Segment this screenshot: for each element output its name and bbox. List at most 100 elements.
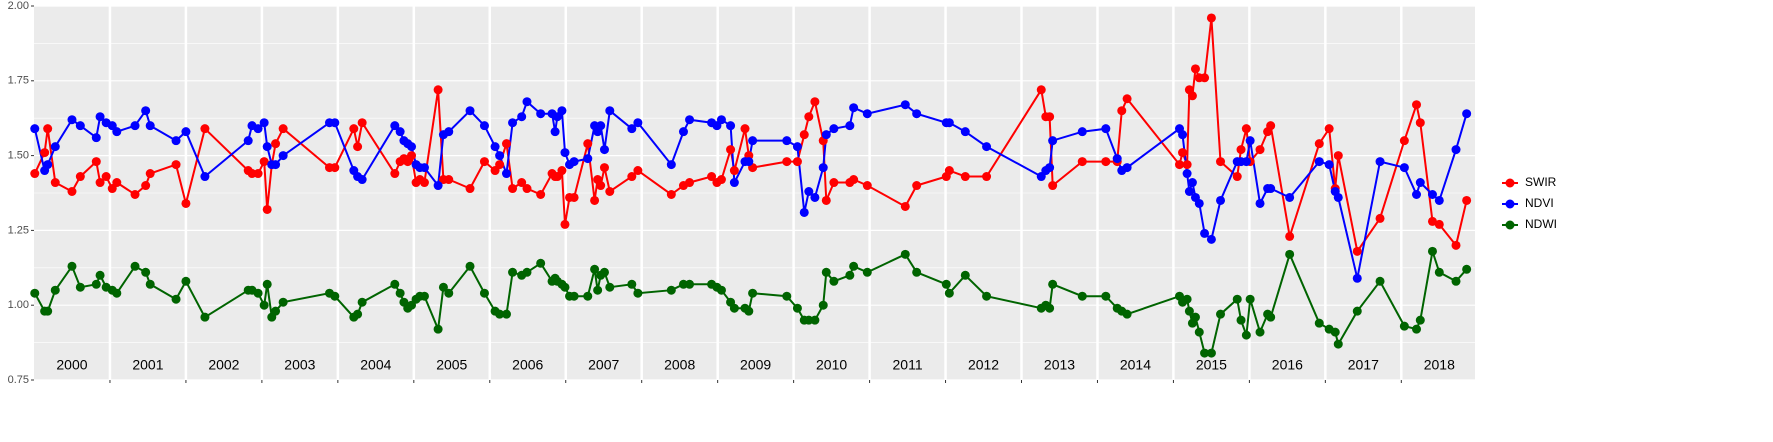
point <box>666 160 676 170</box>
point <box>792 142 802 152</box>
y-tick-label: 1.00 <box>8 299 29 311</box>
point <box>271 139 281 149</box>
point <box>1375 157 1385 167</box>
point <box>912 109 922 119</box>
point <box>390 169 400 179</box>
year-label: 2016 <box>1272 357 1303 373</box>
point <box>1200 228 1210 238</box>
point <box>941 279 951 289</box>
year-label: 2000 <box>56 357 87 373</box>
point <box>95 270 105 280</box>
year-label: 2010 <box>816 357 847 373</box>
point <box>685 279 695 289</box>
point <box>1255 327 1265 337</box>
point <box>1324 160 1334 170</box>
point <box>678 127 688 137</box>
point <box>501 139 511 149</box>
point <box>944 118 954 128</box>
point <box>91 279 101 289</box>
point <box>181 127 191 137</box>
point <box>1048 279 1058 289</box>
point <box>1352 246 1362 256</box>
point <box>557 166 567 176</box>
point <box>550 127 560 137</box>
point <box>1206 348 1216 358</box>
point <box>729 303 739 313</box>
point <box>583 154 593 164</box>
point <box>353 309 363 319</box>
point <box>1415 178 1425 188</box>
year-label: 2011 <box>893 357 923 373</box>
point <box>605 187 615 197</box>
point <box>845 121 855 131</box>
year-label: 2013 <box>1044 357 1075 373</box>
point <box>1330 327 1340 337</box>
point <box>390 279 400 289</box>
point <box>181 198 191 208</box>
point <box>633 166 643 176</box>
point <box>729 166 739 176</box>
point <box>804 187 814 197</box>
point <box>349 124 359 134</box>
point <box>1333 151 1343 161</box>
point <box>1206 13 1216 23</box>
point <box>782 291 792 301</box>
point <box>1255 145 1265 155</box>
point <box>262 142 272 152</box>
point <box>1216 195 1226 205</box>
point <box>495 160 505 170</box>
point <box>862 181 872 191</box>
point <box>1462 109 1472 119</box>
point <box>253 288 263 298</box>
point <box>522 267 532 277</box>
point <box>444 288 454 298</box>
point <box>1399 321 1409 331</box>
point <box>141 267 151 277</box>
point <box>353 142 363 152</box>
point <box>433 324 443 334</box>
point <box>419 291 429 301</box>
point <box>95 112 105 122</box>
point <box>1236 315 1246 325</box>
point <box>357 118 367 128</box>
point <box>95 178 105 188</box>
point <box>501 309 511 319</box>
point <box>1462 195 1472 205</box>
point <box>1375 276 1385 286</box>
point <box>1399 136 1409 146</box>
point <box>633 118 643 128</box>
point <box>145 279 155 289</box>
point <box>501 169 511 179</box>
point <box>982 142 992 152</box>
point <box>599 145 609 155</box>
point <box>145 169 155 179</box>
year-label: 2018 <box>1424 357 1455 373</box>
point <box>433 181 443 191</box>
point <box>944 166 954 176</box>
point <box>1187 91 1197 101</box>
point <box>716 285 726 295</box>
point <box>1333 192 1343 202</box>
point <box>1122 309 1132 319</box>
point <box>1182 294 1192 304</box>
point <box>1036 85 1046 95</box>
point <box>1122 94 1132 104</box>
point <box>1427 216 1437 226</box>
point <box>792 157 802 167</box>
point <box>1101 157 1111 167</box>
year-label: 2002 <box>208 357 239 373</box>
point <box>912 267 922 277</box>
point <box>1415 118 1425 128</box>
point <box>75 121 85 131</box>
point <box>522 97 532 107</box>
point <box>145 121 155 131</box>
point <box>112 288 122 298</box>
point <box>605 106 615 116</box>
point <box>627 124 637 134</box>
point <box>465 261 475 271</box>
point <box>75 172 85 182</box>
year-label: 2014 <box>1120 357 1151 373</box>
point <box>1045 112 1055 122</box>
point <box>101 172 111 182</box>
point <box>900 249 910 259</box>
